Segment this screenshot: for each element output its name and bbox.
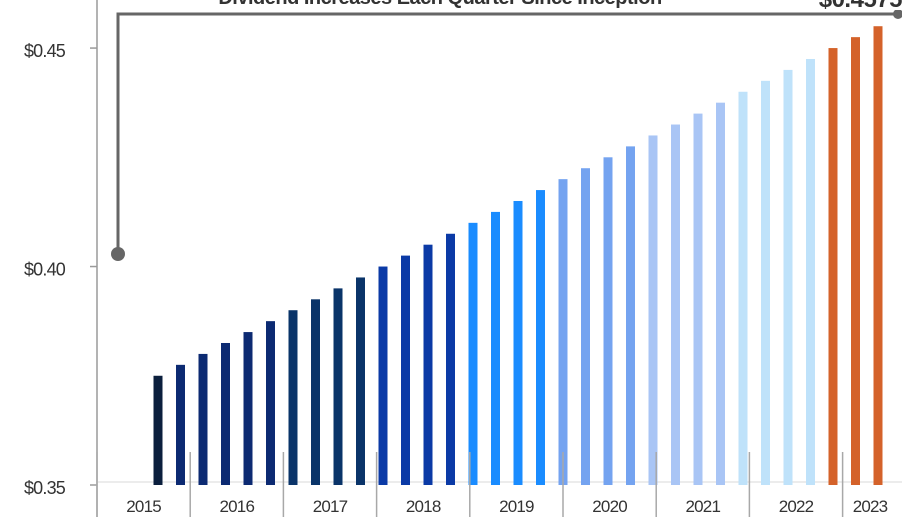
bar xyxy=(446,233,455,485)
bar xyxy=(626,146,635,485)
bar xyxy=(468,222,478,486)
bar xyxy=(536,190,545,485)
bar xyxy=(176,364,185,485)
y-tick-label: $0.40 xyxy=(24,260,66,280)
bar xyxy=(873,26,883,485)
bar xyxy=(851,37,860,485)
annotation-bracket xyxy=(116,12,898,254)
bar xyxy=(648,135,658,486)
bar xyxy=(243,332,253,485)
bar xyxy=(288,310,298,485)
bar xyxy=(738,91,748,485)
x-tick-label: 2017 xyxy=(313,497,348,516)
bar xyxy=(378,266,388,485)
annotation-bg xyxy=(795,0,902,10)
bar xyxy=(198,353,208,485)
x-tick-label: 2023 xyxy=(853,497,888,516)
bar xyxy=(333,288,343,485)
bar xyxy=(603,157,613,485)
bar xyxy=(513,200,523,485)
x-tick-label: 2016 xyxy=(219,497,254,516)
bar xyxy=(266,321,275,485)
x-tick-label: 2018 xyxy=(406,497,441,516)
bar xyxy=(153,375,163,485)
bar xyxy=(221,342,230,485)
bar xyxy=(581,168,590,486)
bar xyxy=(356,277,365,485)
bar xyxy=(716,102,725,486)
bracket-dot xyxy=(893,9,902,19)
x-tick-label: 2021 xyxy=(685,497,720,516)
bar xyxy=(806,58,815,486)
bar xyxy=(311,299,320,485)
bar xyxy=(558,179,568,485)
bar xyxy=(828,48,838,486)
bracket-dot xyxy=(111,247,125,261)
bar xyxy=(693,113,703,485)
bar xyxy=(761,80,770,485)
y-tick-label: $0.35 xyxy=(24,478,66,498)
bar xyxy=(401,255,410,485)
x-tick-label: 2019 xyxy=(499,497,534,516)
bar xyxy=(783,69,793,485)
chart-title: Dividend Increases Each Quarter Since In… xyxy=(218,0,661,9)
x-tick-label: 2015 xyxy=(126,497,161,516)
x-tick-label: 2022 xyxy=(779,497,814,516)
y-tick-label: $0.45 xyxy=(24,41,66,61)
bar xyxy=(423,244,433,485)
bar xyxy=(671,124,680,485)
x-tick-label: 2020 xyxy=(592,497,627,516)
annotation: $0.4575 xyxy=(819,0,902,13)
title-bg xyxy=(170,0,710,10)
bar xyxy=(491,211,500,485)
